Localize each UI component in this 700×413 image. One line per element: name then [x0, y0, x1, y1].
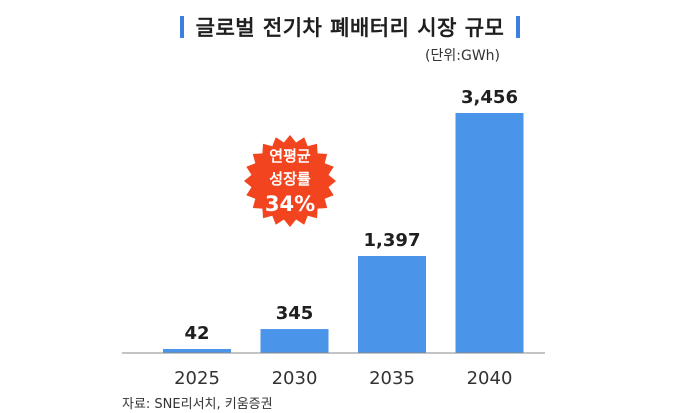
chart-title: 글로벌 전기차 폐배터리 시장 규모 — [195, 16, 505, 40]
value-label-2025: 42 — [184, 323, 209, 344]
badge-line-3: 34% — [265, 192, 315, 216]
badge-line-1: 연평균 — [269, 147, 311, 165]
badge-starburst — [244, 135, 336, 227]
title-row: 글로벌 전기차 폐배터리 시장 규모 — [0, 12, 700, 42]
bar-2025 — [163, 349, 231, 353]
growth-rate-badge: 연평균 성장률 34% — [244, 135, 336, 227]
value-label-2035: 1,397 — [364, 230, 421, 251]
title-accent-left — [179, 16, 184, 38]
value-label-2040: 3,456 — [461, 87, 518, 108]
bar-2040 — [455, 113, 524, 353]
bar-2035 — [358, 255, 426, 353]
category-label-2040: 2040 — [467, 368, 513, 389]
bars-layer: 42 2025 345 2030 1,397 2035 3,456 2040 — [163, 87, 524, 389]
category-label-2025: 2025 — [174, 368, 220, 389]
category-label-2030: 2030 — [272, 368, 318, 389]
category-label-2035: 2035 — [369, 368, 415, 389]
badge-line-2: 성장률 — [269, 170, 311, 188]
title-accent-right — [516, 16, 521, 38]
unit-label: (단위:GWh) — [425, 48, 500, 64]
bar-2030 — [260, 329, 329, 353]
value-label-2030: 345 — [276, 303, 314, 324]
source-note: 자료: SNE리서치, 키움증권 — [122, 397, 273, 412]
